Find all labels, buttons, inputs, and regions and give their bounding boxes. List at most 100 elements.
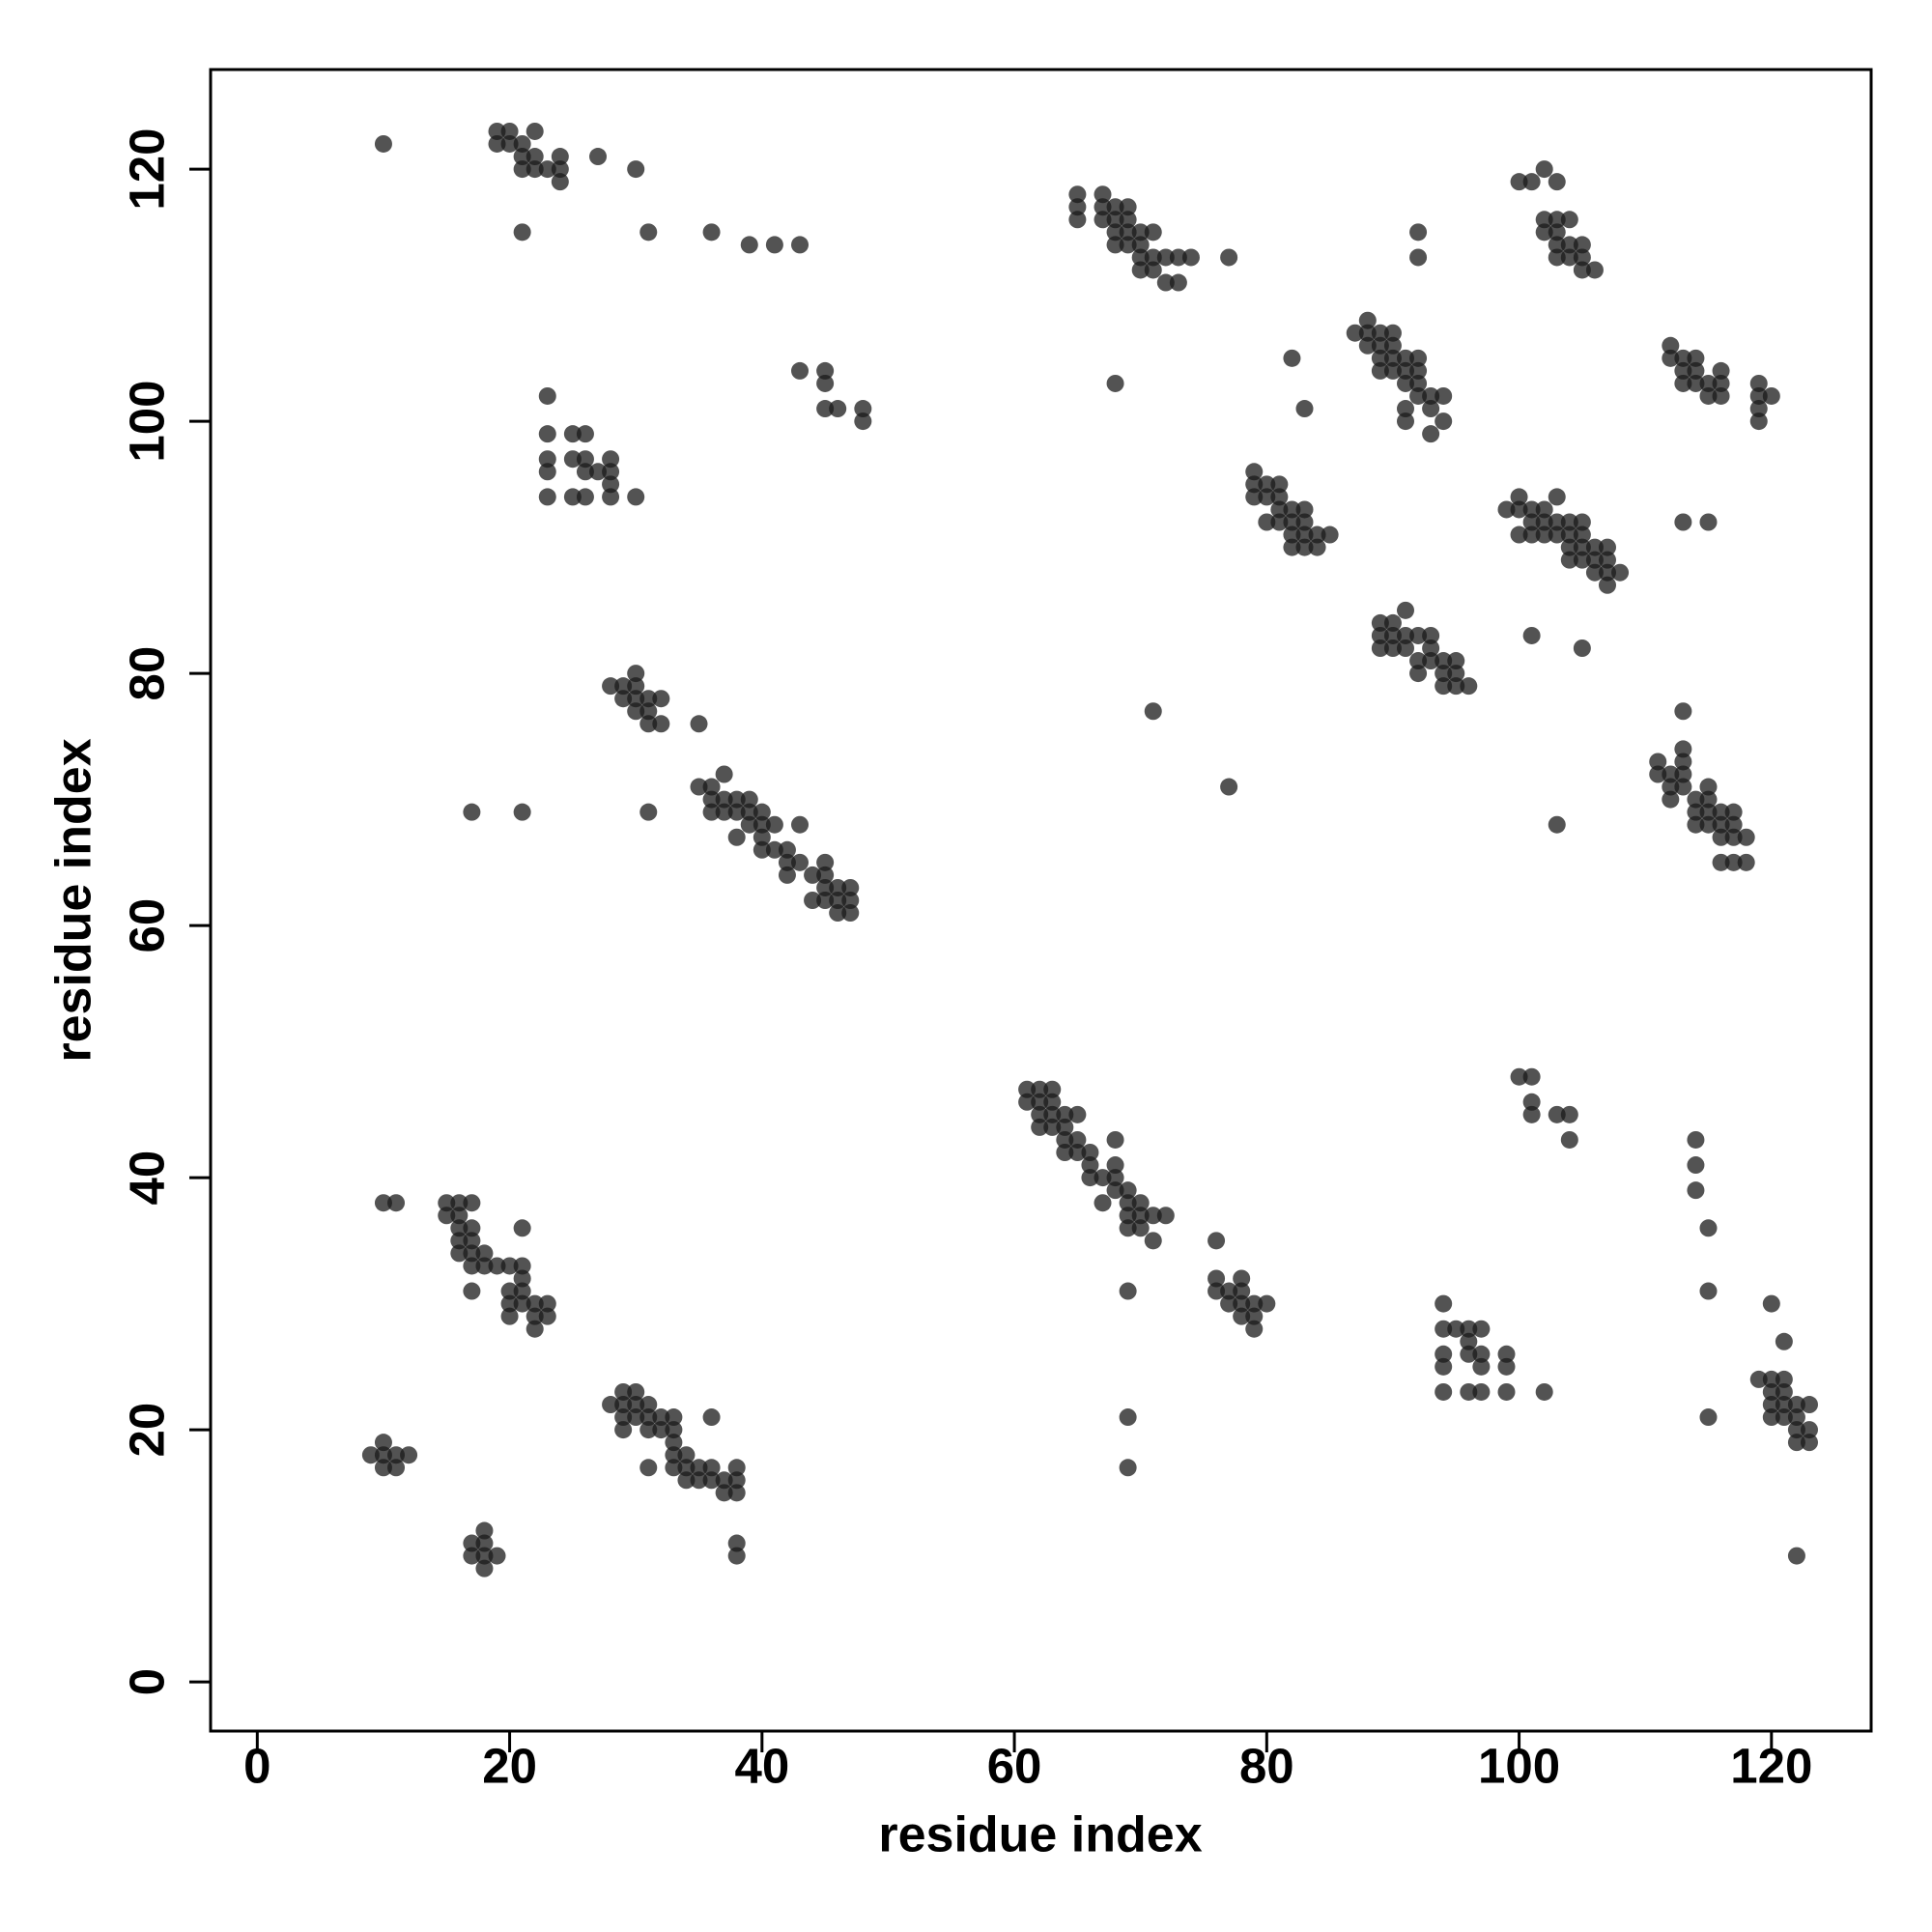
point (1749, 400, 1768, 418)
point (387, 1446, 406, 1464)
point (727, 1534, 746, 1552)
point (816, 374, 835, 392)
point (1749, 386, 1768, 405)
point (627, 1382, 645, 1401)
point (1156, 1207, 1175, 1225)
point (438, 1207, 456, 1225)
point (475, 1521, 494, 1540)
point (1522, 526, 1541, 544)
point (627, 665, 645, 683)
point (1056, 1105, 1074, 1123)
point (500, 1282, 519, 1300)
point (627, 1408, 645, 1427)
x-tick-label: 0 (243, 1738, 270, 1793)
point (1687, 815, 1705, 834)
point (463, 1194, 481, 1212)
point (765, 840, 783, 859)
point (778, 866, 796, 884)
point (475, 1559, 494, 1577)
point (1383, 613, 1402, 632)
point (1560, 236, 1578, 254)
point (1548, 223, 1566, 242)
point (500, 1257, 519, 1275)
point (1295, 526, 1314, 544)
point (1119, 1282, 1137, 1300)
point (1106, 198, 1124, 216)
point (1068, 198, 1087, 216)
point (1548, 236, 1566, 254)
point (1220, 1282, 1238, 1300)
point (1258, 1294, 1276, 1313)
point (1397, 349, 1415, 367)
point (1371, 336, 1389, 355)
point (753, 815, 771, 834)
point (1598, 576, 1616, 594)
point (1144, 223, 1162, 242)
point (576, 425, 594, 443)
point (1699, 778, 1718, 796)
point (1144, 1232, 1162, 1250)
point (1422, 425, 1440, 443)
point (1358, 311, 1377, 329)
point (1119, 1459, 1137, 1477)
point (1397, 626, 1415, 644)
point (1308, 526, 1326, 544)
point (1131, 1194, 1150, 1212)
point (1699, 374, 1718, 392)
point (513, 803, 531, 821)
point (727, 803, 746, 821)
point (450, 1207, 469, 1225)
point (639, 223, 658, 242)
point (1169, 273, 1187, 292)
point (1699, 815, 1718, 834)
point (374, 1459, 392, 1477)
point (1460, 677, 1478, 696)
point (1409, 665, 1428, 683)
point (1699, 1282, 1718, 1300)
y-tick-label: 40 (119, 1151, 174, 1206)
point (1208, 1282, 1226, 1300)
x-tick-label: 40 (734, 1738, 789, 1793)
point (1233, 1269, 1251, 1288)
point (1068, 185, 1087, 204)
point (1245, 1294, 1264, 1313)
point (753, 840, 771, 859)
point (1081, 1169, 1099, 1187)
point (690, 778, 708, 796)
point (665, 1421, 683, 1439)
point (1383, 349, 1402, 367)
point (1598, 551, 1616, 569)
point (563, 425, 582, 443)
point (702, 223, 721, 242)
point (1409, 374, 1428, 392)
point (1181, 248, 1200, 267)
point (1560, 248, 1578, 267)
point (1156, 248, 1175, 267)
point (1573, 513, 1591, 531)
point (715, 803, 733, 821)
point (538, 1294, 556, 1313)
point (463, 803, 481, 821)
point (627, 160, 645, 179)
point (1119, 236, 1137, 254)
point (1649, 753, 1667, 771)
point (1270, 500, 1289, 519)
point (1687, 1181, 1705, 1200)
point (1497, 1345, 1516, 1363)
point (500, 134, 519, 153)
point (1409, 652, 1428, 670)
point (387, 1194, 406, 1212)
point (1106, 236, 1124, 254)
point (1535, 526, 1553, 544)
point (639, 1421, 658, 1439)
point (475, 1244, 494, 1263)
point (1422, 400, 1440, 418)
point (1800, 1421, 1818, 1439)
point (1573, 526, 1591, 544)
point (1560, 211, 1578, 229)
point (602, 475, 620, 494)
point (614, 677, 633, 696)
point (854, 400, 872, 418)
point (1068, 1130, 1087, 1149)
point (1043, 1118, 1062, 1136)
